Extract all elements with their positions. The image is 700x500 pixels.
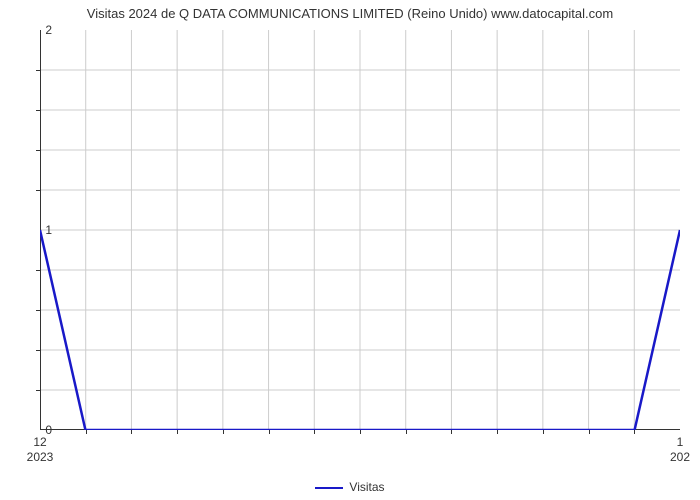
x-minor-tick bbox=[314, 430, 315, 434]
y-tick-label: 1 bbox=[45, 223, 52, 237]
x-minor-tick bbox=[360, 430, 361, 434]
series-line bbox=[40, 30, 680, 430]
chart-title: Visitas 2024 de Q DATA COMMUNICATIONS LI… bbox=[0, 0, 700, 25]
x-minor-tick bbox=[223, 430, 224, 434]
y-minor-tick bbox=[36, 270, 40, 271]
y-tick-label: 2 bbox=[45, 23, 52, 37]
y-minor-tick bbox=[36, 310, 40, 311]
y-minor-tick bbox=[36, 150, 40, 151]
x-minor-tick bbox=[86, 430, 87, 434]
y-minor-tick bbox=[36, 390, 40, 391]
legend-label: Visitas bbox=[349, 480, 384, 494]
x-minor-tick bbox=[451, 430, 452, 434]
x-minor-tick bbox=[177, 430, 178, 434]
x-minor-tick bbox=[497, 430, 498, 434]
chart-area bbox=[40, 30, 680, 430]
y-minor-tick bbox=[36, 110, 40, 111]
x-minor-tick bbox=[589, 430, 590, 434]
x-tick-sublabel-start: 2023 bbox=[27, 450, 54, 464]
x-minor-tick bbox=[269, 430, 270, 434]
x-minor-tick bbox=[543, 430, 544, 434]
y-minor-tick bbox=[36, 190, 40, 191]
legend-swatch bbox=[315, 487, 343, 489]
x-tick-sublabel-end: 202 bbox=[670, 450, 690, 464]
x-tick-label-end: 1 bbox=[677, 435, 684, 449]
x-tick-label-start: 12 bbox=[33, 435, 46, 449]
x-minor-tick bbox=[634, 430, 635, 434]
legend: Visitas bbox=[0, 480, 700, 494]
y-minor-tick bbox=[36, 70, 40, 71]
x-minor-tick bbox=[131, 430, 132, 434]
x-minor-tick bbox=[406, 430, 407, 434]
y-minor-tick bbox=[36, 350, 40, 351]
